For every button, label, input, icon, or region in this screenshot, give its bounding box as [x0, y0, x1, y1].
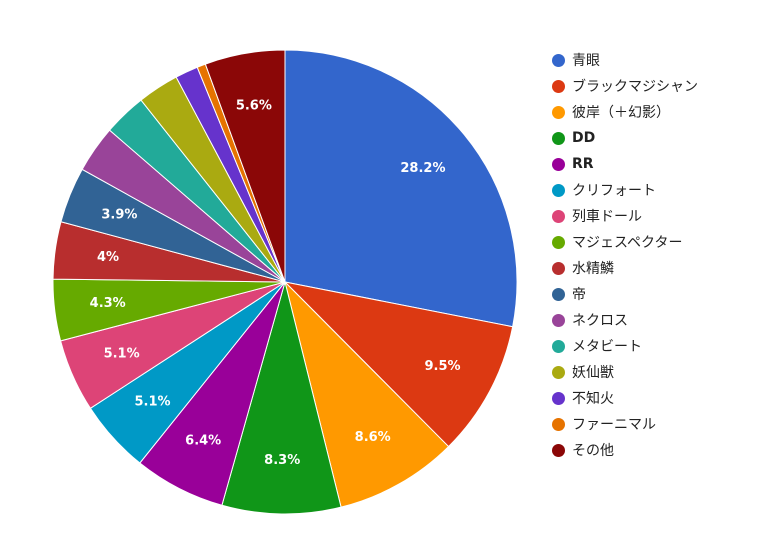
legend-label: 不知火	[572, 391, 614, 407]
slice-data-label: 8.3%	[264, 453, 300, 468]
slice-data-label: 8.6%	[355, 430, 391, 445]
legend-item[interactable]: 不知火	[552, 385, 698, 411]
legend-swatch-icon	[552, 235, 565, 249]
slice-data-label: 4.3%	[90, 296, 126, 311]
legend-swatch-icon	[552, 313, 565, 327]
legend: 青眼ブラックマジシャン 彼岸（＋幻影） DD RR クリフォート 列車ドールマジェスペクタ…	[552, 47, 698, 463]
legend-swatch-icon	[552, 339, 565, 353]
legend-swatch-icon	[552, 131, 565, 145]
legend-item[interactable]: ネクロス	[552, 307, 698, 333]
legend-swatch-icon	[552, 261, 565, 275]
pie-slice	[284, 280, 450, 508]
legend-item[interactable]: RR	[552, 151, 698, 177]
legend-label: マジェスペクター	[572, 235, 683, 251]
legend-item[interactable]: クリフォート	[552, 177, 698, 203]
legend-item[interactable]: 帝	[552, 281, 698, 307]
slice-data-label: 28.2%	[400, 161, 445, 176]
legend-item[interactable]: 列車ドール	[552, 203, 698, 229]
legend-item[interactable]: メタビート	[552, 333, 698, 359]
legend-label: 列車ドール	[572, 209, 642, 225]
legend-item[interactable]: 水精鱗	[552, 255, 698, 281]
legend-item[interactable]: 妖仙獣	[552, 359, 698, 385]
legend-label: メタビート	[572, 339, 642, 355]
legend-swatch-icon	[552, 53, 565, 67]
legend-swatch-icon	[552, 443, 565, 457]
legend-label: DD	[572, 130, 596, 146]
legend-item[interactable]: その他	[552, 437, 698, 463]
legend-label: 水精鱗	[572, 261, 614, 277]
legend-swatch-icon	[552, 105, 565, 119]
legend-swatch-icon	[552, 183, 565, 197]
slice-data-label: 3.9%	[101, 207, 137, 222]
legend-item[interactable]: ブラックマジシャン	[552, 73, 698, 99]
legend-item[interactable]: DD	[552, 125, 698, 151]
legend-label: ネクロス	[572, 313, 628, 329]
legend-swatch-icon	[552, 79, 565, 93]
pie-slice	[204, 49, 286, 283]
legend-label: RR	[572, 156, 594, 172]
pie-slice	[221, 280, 342, 515]
legend-item[interactable]: マジェスペクター	[552, 229, 698, 255]
legend-swatch-icon	[552, 391, 565, 405]
slice-data-label: 5.1%	[134, 394, 170, 409]
legend-item[interactable]: 青眼	[552, 47, 698, 73]
slice-data-label: 9.5%	[424, 359, 460, 374]
legend-swatch-icon	[552, 157, 565, 171]
legend-label: 帝	[572, 287, 586, 303]
legend-item[interactable]: ファーニマル	[552, 411, 698, 437]
slice-data-label: 5.1%	[104, 347, 140, 362]
legend-label: クリフォート	[572, 183, 656, 199]
pie-slice	[283, 281, 514, 448]
legend-label: 妖仙獣	[572, 365, 614, 381]
legend-label: 彼岸（＋幻影）	[572, 105, 670, 121]
pie-slice	[284, 49, 518, 328]
legend-swatch-icon	[552, 365, 565, 379]
legend-swatch-icon	[552, 287, 565, 301]
legend-swatch-icon	[552, 209, 565, 223]
slice-data-label: 4%	[97, 250, 119, 265]
slice-data-label: 5.6%	[236, 99, 272, 114]
legend-swatch-icon	[552, 417, 565, 431]
legend-label: ファーニマル	[572, 417, 656, 433]
legend-label: 青眼	[572, 53, 600, 69]
slice-data-label: 6.4%	[185, 433, 221, 448]
legend-item[interactable]: 彼岸（＋幻影）	[552, 99, 698, 125]
legend-label: ブラックマジシャン	[572, 79, 698, 95]
legend-label: その他	[572, 443, 614, 459]
